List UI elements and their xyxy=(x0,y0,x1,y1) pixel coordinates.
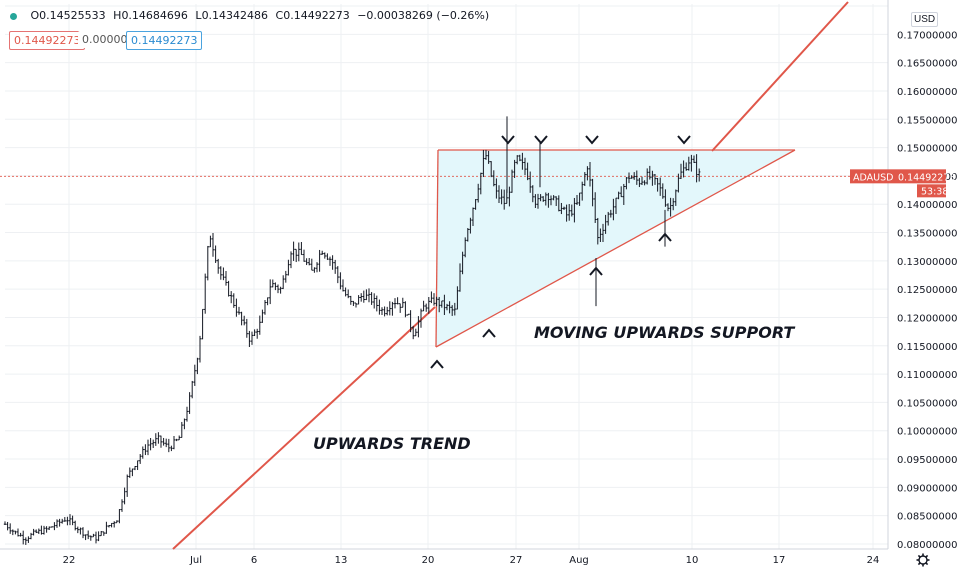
moving-support-annotation: MOVING UPWARDS SUPPORT xyxy=(534,323,795,342)
status-dot-icon xyxy=(10,12,17,20)
resistance-arrow-down-icon[interactable] xyxy=(534,135,548,145)
gear-icon-tooth xyxy=(917,562,921,566)
high-label: H xyxy=(113,9,122,22)
y-tick-label: 0.12000000 xyxy=(897,313,957,324)
change-value: −0.00038269 (−0.26%) xyxy=(357,9,490,22)
y-tick-label: 0.13000000 xyxy=(897,257,957,268)
y-tick-label: 0.11000000 xyxy=(897,370,957,381)
support-arrow-up-icon[interactable] xyxy=(482,328,496,338)
resistance-arrow-down-icon[interactable] xyxy=(677,135,691,145)
y-tick-label: 0.10500000 xyxy=(897,398,957,409)
x-tick-label: 17 xyxy=(773,555,786,566)
y-tick-label: 0.15500000 xyxy=(897,115,957,126)
x-tick-label: 20 xyxy=(422,555,435,566)
breakout-trend-line[interactable] xyxy=(711,1,849,152)
y-tick-label: 0.09500000 xyxy=(897,455,957,466)
y-tick-label: 0.11500000 xyxy=(897,342,957,353)
ohlc-bars xyxy=(3,116,701,545)
y-tick-label: 0.14000000 xyxy=(897,200,957,211)
gear-icon-tooth xyxy=(925,554,929,558)
price-tag-symbol: ADAUSD xyxy=(853,172,893,183)
support-arrow-up-icon[interactable] xyxy=(430,359,444,369)
price-tag xyxy=(850,169,946,184)
upwards-trend-line[interactable] xyxy=(172,306,436,550)
low-label: L xyxy=(195,9,202,22)
y-tick-label: 0.17000000 xyxy=(897,30,957,41)
x-tick-label: 24 xyxy=(867,555,880,566)
x-tick-label: Aug xyxy=(569,555,589,566)
y-tick-label: 0.13500000 xyxy=(897,229,957,240)
y-tick-label: 0.09000000 xyxy=(897,483,957,494)
x-tick-label: 27 xyxy=(510,555,523,566)
upwards-trend-annotation: UPWARDS TREND xyxy=(313,434,471,453)
x-tick-label: 22 xyxy=(63,555,76,566)
close-label: C xyxy=(275,9,284,22)
gear-icon-tooth xyxy=(925,562,929,566)
x-tick-label: 6 xyxy=(251,555,257,566)
moving-support-line[interactable] xyxy=(435,149,796,348)
x-tick-label: 10 xyxy=(686,555,699,566)
resistance-arrow-down-icon[interactable] xyxy=(501,135,515,145)
indicator-value-pill: 0.14492273 xyxy=(9,31,86,50)
y-tick-label: 0.16500000 xyxy=(897,59,957,70)
high-value: 0.14684696 xyxy=(121,9,188,22)
y-tick-label: 0.10000000 xyxy=(897,427,957,438)
price-tag-value: 0.14492273 xyxy=(898,172,955,183)
close-value: 0.14492273 xyxy=(283,9,350,22)
currency-label[interactable]: USD xyxy=(911,12,939,27)
x-tick-label: Jul xyxy=(189,555,202,566)
indicator-value-pill-blue: 0.14492273 xyxy=(126,31,203,50)
ohlc-legend: O0.14525533 H0.14684696 L0.14342486 C0.1… xyxy=(10,9,493,22)
triangle-left-edge[interactable] xyxy=(435,149,439,348)
y-tick-label: 0.16000000 xyxy=(897,87,957,98)
open-value: 0.14525533 xyxy=(39,9,106,22)
x-tick-label: 13 xyxy=(335,555,348,566)
gear-icon[interactable] xyxy=(916,553,930,567)
open-label: O xyxy=(30,9,40,22)
resistance-arrow-down-icon[interactable] xyxy=(585,135,599,145)
gear-icon-tooth xyxy=(917,554,921,558)
countdown-value: 53:38 xyxy=(921,186,948,197)
y-tick-label: 0.15000000 xyxy=(897,144,957,155)
y-tick-label: 0.08000000 xyxy=(897,540,957,551)
y-tick-label: 0.08500000 xyxy=(897,512,957,523)
countdown-tag xyxy=(917,184,946,198)
support-arrow-up-icon[interactable] xyxy=(589,266,603,276)
support-arrow-up-icon[interactable] xyxy=(658,232,672,242)
y-tick-label: 0.12500000 xyxy=(897,285,957,296)
low-value: 0.14342486 xyxy=(201,9,269,22)
